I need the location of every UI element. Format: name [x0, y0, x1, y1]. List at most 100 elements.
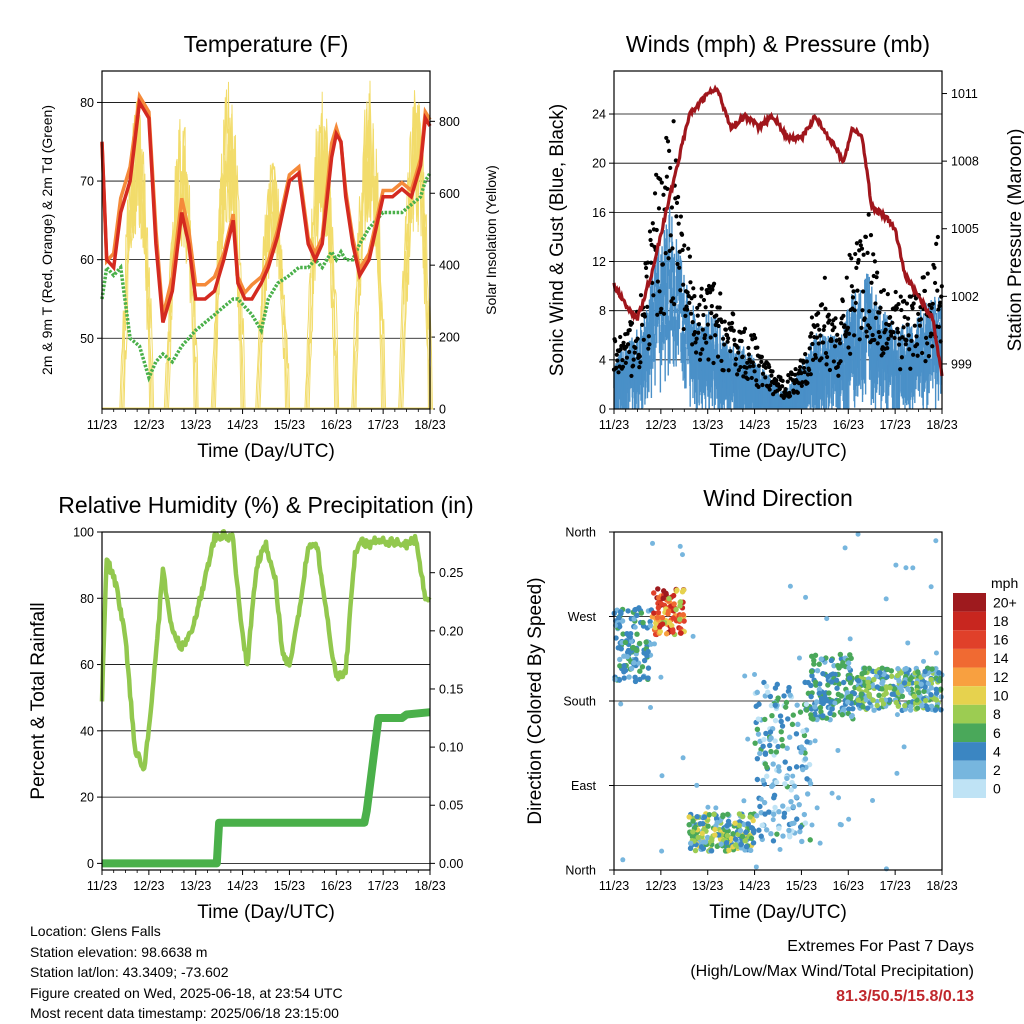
gust-point: [681, 326, 686, 332]
gust-point: [901, 325, 906, 330]
direction-point: [694, 814, 700, 820]
gust-point: [658, 310, 663, 315]
gust-point: [655, 312, 660, 317]
x-tick-label: 13/23: [180, 418, 211, 432]
direction-point: [836, 795, 842, 801]
direction-point: [655, 586, 661, 592]
gust-point: [873, 315, 879, 320]
gust-point: [648, 237, 653, 243]
gust-point: [786, 373, 791, 378]
direction-point: [781, 814, 787, 820]
plot-border: [613, 531, 943, 871]
gust-point: [658, 177, 663, 182]
plot-border: [101, 531, 431, 871]
direction-point: [846, 706, 852, 712]
direction-point: [756, 827, 762, 833]
gust-point: [685, 290, 690, 295]
figure-created: Figure created on Wed, 2025-06-18, at 23…: [30, 984, 343, 1001]
direction-point: [870, 697, 876, 703]
direction-point: [631, 659, 637, 666]
direction-point: [697, 821, 704, 827]
gust-point: [621, 340, 626, 345]
direction-point: [800, 728, 806, 734]
gust-point: [925, 341, 930, 346]
direction-point: [877, 669, 883, 676]
direction-point: [791, 783, 798, 789]
gust-point: [851, 289, 856, 294]
gust-point: [631, 357, 636, 362]
gust-point: [869, 280, 874, 285]
direction-point: [801, 732, 808, 739]
gust-point: [835, 364, 840, 369]
gust-point: [652, 191, 658, 196]
direction-point: [760, 777, 766, 784]
direction-point: [894, 712, 900, 718]
direction-point: [826, 690, 832, 696]
direction-point: [834, 685, 840, 691]
direction-point: [863, 697, 869, 703]
direction-point: [827, 710, 833, 717]
y2-tick-label: 0.05: [439, 799, 463, 813]
gust-point: [728, 349, 733, 354]
colorbar-label: 6: [993, 725, 1001, 741]
direction-point: [865, 679, 871, 685]
gust-point: [911, 301, 916, 306]
direction-point: [690, 818, 696, 824]
direction-point: [659, 848, 665, 854]
gust-point: [616, 370, 621, 375]
direction-point: [651, 590, 657, 596]
direction-point: [677, 543, 683, 549]
direction-point: [812, 738, 818, 744]
gust-point: [699, 286, 704, 291]
gust-point: [667, 148, 672, 153]
gust-point: [637, 354, 642, 359]
direction-point: [699, 830, 706, 837]
gust-point: [923, 335, 929, 340]
gust-point: [818, 333, 823, 338]
direction-point: [641, 657, 648, 664]
direction-point: [742, 837, 748, 843]
gust-point: [744, 365, 749, 370]
direction-point: [810, 716, 816, 722]
x-tick-label: 17/23: [880, 418, 911, 432]
direction-point: [816, 661, 822, 667]
direction-point: [902, 702, 908, 709]
direction-point: [803, 594, 809, 600]
direction-point: [786, 684, 792, 691]
gust-point: [740, 354, 745, 359]
direction-point: [846, 675, 853, 681]
direction-point: [784, 745, 790, 751]
gust-point: [632, 350, 637, 355]
direction-point: [780, 803, 786, 809]
gust-point: [729, 325, 734, 330]
direction-point: [732, 842, 739, 848]
gust-point: [844, 275, 849, 280]
gust-point: [774, 378, 779, 383]
direction-point: [884, 666, 891, 673]
gust-point: [896, 342, 902, 347]
gust-point: [846, 331, 852, 336]
gust-point: [714, 313, 719, 318]
gust-point: [827, 367, 833, 373]
direction-point: [678, 630, 684, 636]
gust-point: [642, 314, 648, 319]
direction-point: [712, 832, 718, 838]
gust-point: [620, 357, 625, 363]
x-tick-label: 18/23: [414, 879, 445, 893]
x-tick-label: 15/23: [274, 879, 305, 893]
gust-point: [760, 371, 766, 376]
x-axis-label: Time (Day/UTC): [197, 441, 335, 462]
direction-point: [713, 805, 719, 811]
gust-point: [687, 300, 692, 306]
direction-point: [844, 699, 851, 705]
direction-point: [922, 668, 928, 675]
direction-point: [767, 693, 774, 700]
gust-point: [671, 119, 676, 124]
gust-point: [900, 335, 905, 340]
direction-point: [655, 609, 662, 616]
direction-point: [723, 839, 730, 846]
direction-point: [747, 847, 754, 854]
x-tick-label: 18/23: [926, 418, 957, 432]
direction-point: [796, 655, 802, 661]
